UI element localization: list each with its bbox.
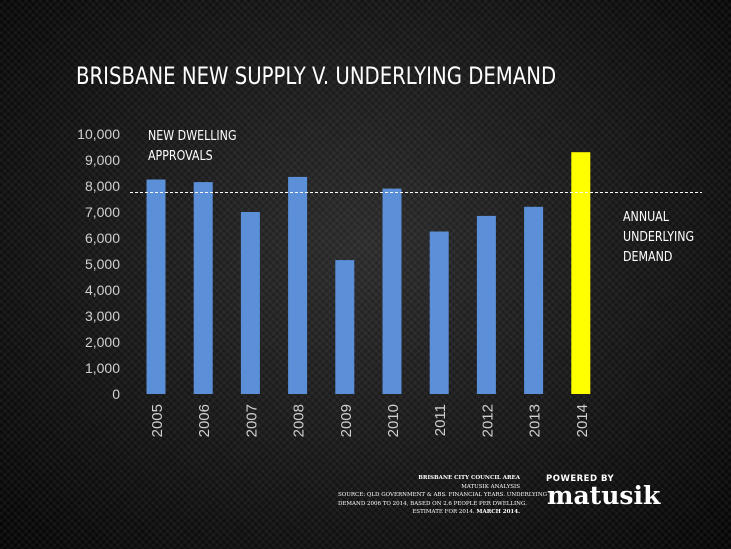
bar-2008 <box>288 176 308 394</box>
source-line: DEMAND 2006 TO 2014, BASED ON 2.6 PEOPLE… <box>338 500 527 507</box>
y-tick-label: 3,000 <box>85 308 120 324</box>
x-tick-label: 2014 <box>574 404 591 437</box>
x-tick-label: 2005 <box>149 404 166 437</box>
bar-2006 <box>193 182 213 394</box>
matusik-logo: POWERED BY matusik <box>546 474 696 508</box>
y-tick-label: 7,000 <box>85 204 120 220</box>
demand-label-line: UNDERLYING <box>623 230 695 245</box>
series-label-line: NEW DWELLING <box>148 129 237 144</box>
y-tick-label: 0 <box>112 386 120 402</box>
x-tick-label: 2006 <box>196 404 213 437</box>
source-date: MARCH 2014. <box>476 509 520 515</box>
demand-label-line: DEMAND <box>623 250 673 265</box>
source-line: MATUSIK ANALYSIS <box>461 483 520 490</box>
chart-title: BRISBANE NEW SUPPLY V. UNDERLYING DEMAND <box>76 62 557 90</box>
x-tick-label: 2007 <box>243 404 260 437</box>
series-label-line: APPROVALS <box>148 149 213 164</box>
demand-line-label: ANNUAL UNDERLYING DEMAND <box>623 208 725 268</box>
y-tick-label: 2,000 <box>85 334 120 350</box>
bar-2013 <box>524 206 544 394</box>
x-tick-label: 2008 <box>291 404 308 437</box>
x-tick-label: 2010 <box>385 404 402 437</box>
x-tick-label: 2011 <box>432 404 449 436</box>
source-note: BRISBANE CITY COUNCIL AREA MATUSIK ANALY… <box>338 474 548 517</box>
source-estimate: ESTIMATE FOR 2014. <box>412 509 475 515</box>
logo-wordmark: matusik <box>547 481 661 510</box>
bar-2009 <box>335 260 355 394</box>
source-title: BRISBANE CITY COUNCIL AREA <box>418 475 520 481</box>
y-tick-label: 5,000 <box>85 256 120 272</box>
y-tick-label: 8,000 <box>85 178 120 194</box>
bar-2012 <box>476 215 496 394</box>
bar-2007 <box>240 212 260 394</box>
bar-2011 <box>429 231 449 394</box>
x-tick-label: 2009 <box>338 404 355 437</box>
logo-powered-by: POWERED BY <box>546 474 615 484</box>
bar-2010 <box>382 188 402 394</box>
y-tick-label: 1,000 <box>85 360 120 376</box>
x-tick-label: 2012 <box>479 404 496 437</box>
demand-label-line: ANNUAL <box>623 210 669 225</box>
y-tick-label: 9,000 <box>85 152 120 168</box>
bar-2005 <box>146 179 166 394</box>
y-tick-label: 4,000 <box>85 282 120 298</box>
y-tick-label: 10,000 <box>77 126 120 142</box>
y-tick-label: 6,000 <box>85 230 120 246</box>
bar-2014 <box>571 152 591 394</box>
source-line-last: ESTIMATE FOR 2014. MARCH 2014. <box>338 508 520 517</box>
source-line: SOURCE: QLD GOVERNMENT & ABS. FINANCIAL … <box>338 492 548 498</box>
x-tick-label: 2013 <box>527 404 544 437</box>
series-label: NEW DWELLING APPROVALS <box>148 127 250 167</box>
